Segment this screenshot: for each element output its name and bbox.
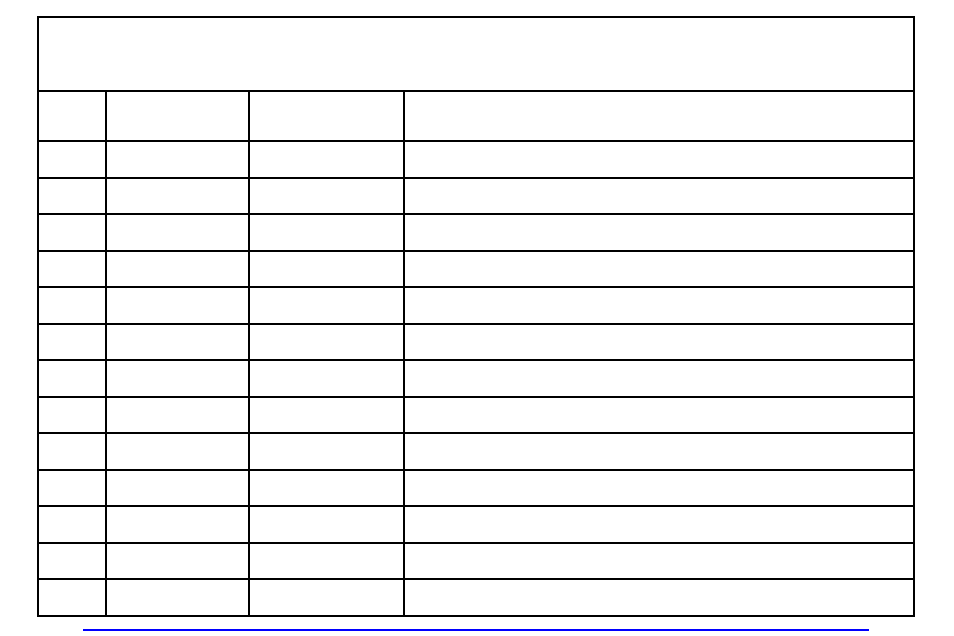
table-cell	[106, 214, 249, 251]
table-cell	[249, 506, 404, 543]
table-cell	[38, 506, 106, 543]
table-cell	[38, 324, 106, 361]
table-cell	[404, 433, 914, 470]
table-cell	[38, 287, 106, 324]
table-cell	[38, 397, 106, 434]
column-header	[404, 91, 914, 141]
table-cell	[38, 360, 106, 397]
table-cell	[404, 470, 914, 507]
table-cell	[38, 214, 106, 251]
table-cell	[38, 251, 106, 288]
table-cell	[404, 251, 914, 288]
table-cell	[106, 579, 249, 616]
table-row	[38, 470, 914, 507]
table-cell	[249, 178, 404, 215]
column-header	[106, 91, 249, 141]
table-cell	[106, 543, 249, 580]
table-cell	[249, 397, 404, 434]
table-row	[38, 579, 914, 616]
table-row	[38, 287, 914, 324]
table-cell	[404, 579, 914, 616]
table-cell	[38, 579, 106, 616]
column-header	[249, 91, 404, 141]
table-cell	[404, 397, 914, 434]
table-cell	[106, 360, 249, 397]
table-cell	[249, 141, 404, 178]
table-cell	[106, 470, 249, 507]
table-cell	[106, 324, 249, 361]
table-cell	[404, 141, 914, 178]
table-cell	[38, 433, 106, 470]
table-cell	[404, 287, 914, 324]
table-cell	[249, 287, 404, 324]
table-row	[38, 251, 914, 288]
table-row	[38, 506, 914, 543]
table-cell	[106, 178, 249, 215]
table-cell	[38, 470, 106, 507]
table-cell	[404, 214, 914, 251]
table-cell	[106, 141, 249, 178]
table-cell	[249, 214, 404, 251]
table-row	[38, 141, 914, 178]
table-cell	[249, 543, 404, 580]
table-cell	[106, 287, 249, 324]
table-cell	[249, 470, 404, 507]
table-cell	[249, 360, 404, 397]
table-cell	[249, 433, 404, 470]
table-cell	[249, 324, 404, 361]
table-cell	[106, 506, 249, 543]
table-cell	[404, 324, 914, 361]
table-cell	[38, 178, 106, 215]
table-cell	[404, 178, 914, 215]
table-cell	[404, 543, 914, 580]
table-row	[38, 433, 914, 470]
table-row	[38, 397, 914, 434]
table-row	[38, 360, 914, 397]
table-row	[38, 214, 914, 251]
page	[0, 0, 954, 636]
main-table	[37, 16, 915, 617]
table-title	[38, 17, 914, 91]
table-cell	[106, 433, 249, 470]
table-cell	[404, 506, 914, 543]
column-header	[38, 91, 106, 141]
table-cell	[106, 251, 249, 288]
table-cell	[249, 579, 404, 616]
table-cell	[106, 397, 249, 434]
footer-rule	[83, 629, 869, 631]
table-cell	[249, 251, 404, 288]
table-cell	[404, 360, 914, 397]
table-cell	[38, 141, 106, 178]
table-row	[38, 324, 914, 361]
table-row	[38, 178, 914, 215]
table-row	[38, 543, 914, 580]
table-cell	[38, 543, 106, 580]
